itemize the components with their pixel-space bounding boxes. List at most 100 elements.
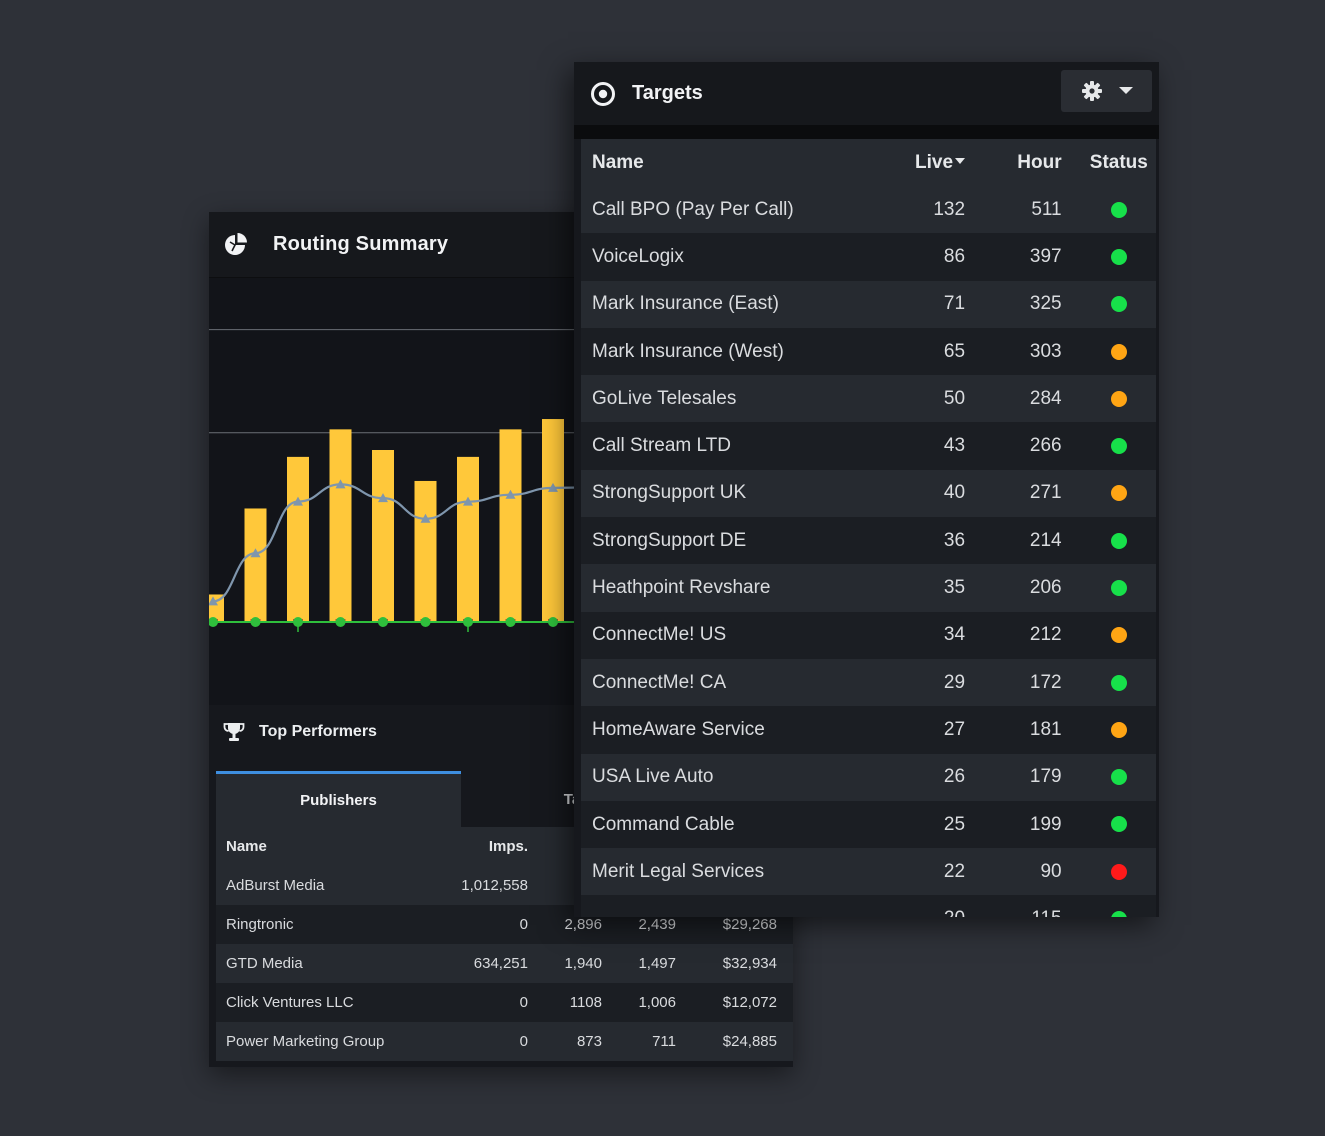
status-dot xyxy=(1110,248,1127,265)
column-header-hour-label: Hour xyxy=(1017,151,1062,173)
cell-status xyxy=(1061,848,1156,896)
cell-live: 132 xyxy=(899,186,966,234)
chart-trend-point xyxy=(293,496,303,506)
status-dot xyxy=(1110,438,1127,455)
cell-hour: 266 xyxy=(965,422,1062,470)
cell-hour: 199 xyxy=(965,800,1062,849)
cell-status xyxy=(1061,564,1156,612)
cell-imps: 0 xyxy=(446,1022,544,1061)
cell-status xyxy=(1061,327,1156,376)
chart-baseline-point xyxy=(335,617,346,627)
chart-trend-point xyxy=(505,489,516,499)
cell-hour: 214 xyxy=(965,517,1062,565)
cell-name: Click Ventures LLC xyxy=(216,983,446,1022)
cell-hour: 181 xyxy=(965,706,1062,754)
table-row[interactable]: Heathpoint Revshare 35 206 xyxy=(581,564,1156,612)
table-row[interactable]: Merit Legal Services 22 90 xyxy=(581,848,1156,896)
chart-bar xyxy=(414,480,437,622)
cell-live: 86 xyxy=(899,233,966,281)
chart-trend-point xyxy=(335,479,346,489)
cell-live: 43 xyxy=(899,422,966,470)
table-row[interactable]: GTD Media 634,251 1,940 1,497 $32,934 xyxy=(216,944,793,983)
table-row[interactable]: Click Ventures LLC 0 1108 1,006 $12,072 xyxy=(216,983,793,1022)
chart-baseline-point xyxy=(420,617,431,627)
cell-live: 25 xyxy=(899,800,966,849)
chart-bar xyxy=(372,450,394,622)
cell-name: Command Cable xyxy=(581,800,900,849)
cell-live: 50 xyxy=(899,375,966,423)
status-dot xyxy=(1110,863,1127,880)
cell-name: ConnectMe! US xyxy=(581,611,900,659)
cell-status xyxy=(1061,895,1156,917)
table-row[interactable]: VoiceLogix 86 397 xyxy=(581,233,1156,281)
status-dot xyxy=(1110,721,1127,738)
cell-status xyxy=(1061,800,1156,849)
cell-status xyxy=(1061,280,1156,328)
table-row[interactable]: 20115 xyxy=(581,895,1156,917)
cell-live: 36 xyxy=(899,517,966,565)
chart-trend-point xyxy=(420,513,431,523)
cell-name xyxy=(581,895,900,917)
status-dot xyxy=(1110,343,1127,360)
cell-live: 22 xyxy=(899,848,966,896)
cell-hour: 179 xyxy=(965,753,1062,801)
cell-hour: 271 xyxy=(965,469,1062,518)
targets-header: Targets xyxy=(574,62,1159,125)
table-row[interactable]: ConnectMe! US 34 212 xyxy=(581,611,1156,659)
cell-name: Power Marketing Group xyxy=(216,1022,446,1061)
cell-imps: 0 xyxy=(446,983,544,1022)
cell-live: 71 xyxy=(899,280,966,328)
tab-publishers[interactable]: Publishers xyxy=(216,771,461,827)
targets-title: Targets xyxy=(632,82,703,104)
column-header-name[interactable]: Name xyxy=(216,827,446,866)
cell-imps: 1,012,558 xyxy=(446,866,544,905)
status-dot xyxy=(1110,769,1127,786)
cell-status xyxy=(1061,186,1156,234)
routing-summary-title: Routing Summary xyxy=(273,233,449,255)
table-row[interactable]: Call Stream LTD 43 266 xyxy=(581,422,1156,470)
table-row[interactable]: Command Cable 25 199 xyxy=(581,800,1156,849)
table-row[interactable]: Mark Insurance (East) 71 325 xyxy=(581,280,1156,328)
cell-hour: 172 xyxy=(965,658,1062,707)
table-row[interactable]: Mark Insurance (West) 65 303 xyxy=(581,327,1156,376)
status-dot xyxy=(1110,674,1127,691)
cell-name: GoLive Telesales xyxy=(581,375,900,423)
cell-revenue: $32,934 xyxy=(692,944,793,983)
settings-dropdown-button[interactable] xyxy=(1061,70,1152,112)
table-row[interactable]: StrongSupport DE 36 214 xyxy=(581,517,1156,565)
cell-status xyxy=(1061,469,1156,518)
targets-panel: Targets xyxy=(574,62,1159,917)
column-header-status[interactable]: Status xyxy=(1061,139,1156,186)
column-header-status-label: Status xyxy=(1089,151,1148,173)
table-row[interactable]: Call BPO (Pay Per Call) 132 511 xyxy=(581,186,1156,234)
cell-imps: 634,251 xyxy=(446,944,544,983)
status-dot xyxy=(1110,390,1127,407)
cell-status xyxy=(1061,233,1156,281)
cell-live: 34 xyxy=(899,611,966,659)
targets-table: Name Live Hour Status Call BPO (Pay Per … xyxy=(581,139,1156,917)
cell-status xyxy=(1061,611,1156,659)
cell-status xyxy=(1061,706,1156,754)
status-dot xyxy=(1110,296,1127,313)
gear-icon xyxy=(1081,81,1102,101)
table-row[interactable]: ConnectMe! CA 29 172 xyxy=(581,658,1156,707)
table-row[interactable]: StrongSupport UK 40 271 xyxy=(581,469,1156,518)
column-header-imps[interactable]: Imps. xyxy=(446,827,544,866)
chart-baseline-point xyxy=(378,617,388,627)
cell-status xyxy=(1061,517,1156,565)
cell-status xyxy=(1061,375,1156,423)
column-header-name[interactable]: Name xyxy=(581,139,900,186)
cell-conv: 1,006 xyxy=(618,983,692,1022)
table-row[interactable]: HomeAware Service 27 181 xyxy=(581,706,1156,754)
column-header-name-label: Name xyxy=(592,151,644,173)
table-row[interactable]: Power Marketing Group 0 873 711 $24,885 xyxy=(216,1022,793,1061)
table-row[interactable]: USA Live Auto 26 179 xyxy=(581,753,1156,801)
status-dot xyxy=(1110,911,1127,917)
table-row[interactable]: GoLive Telesales 50 284 xyxy=(581,375,1156,423)
cell-name: Call BPO (Pay Per Call) xyxy=(581,186,900,234)
top-performers-title: Top Performers xyxy=(259,723,377,740)
chart-trend-point xyxy=(548,482,558,492)
column-header-hour[interactable]: Hour xyxy=(965,139,1062,186)
column-header-live[interactable]: Live xyxy=(899,139,966,186)
routing-chart-svg xyxy=(209,329,793,632)
